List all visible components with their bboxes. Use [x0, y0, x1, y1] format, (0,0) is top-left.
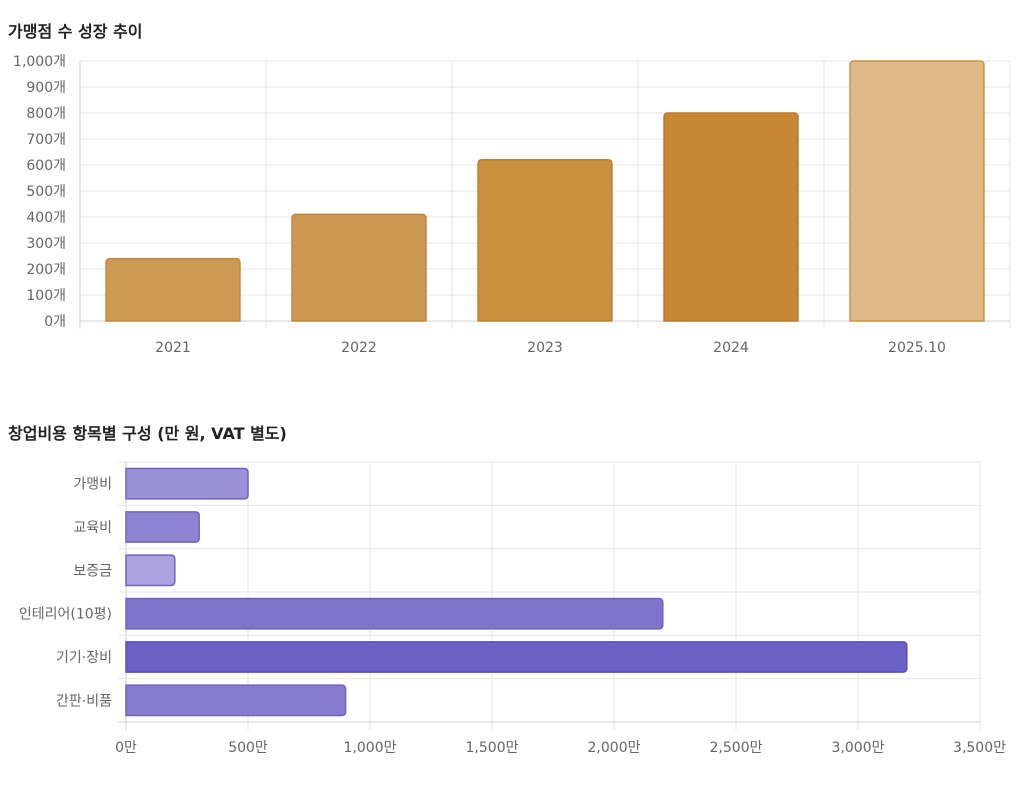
x-tick-label: 2,500만	[710, 740, 763, 756]
y-tick-label: 1,000개	[13, 54, 66, 70]
x-tick-label: 2,000만	[588, 740, 641, 756]
x-tick-label: 2025.10	[888, 340, 946, 356]
y-tick-label: 200개	[26, 262, 66, 278]
x-tick-label: 1,500만	[466, 740, 519, 756]
growth-bar-chart: 0개 100개 200개 300개 400개 500개 600개 700개 800개 900개 1,…	[13, 54, 1011, 356]
growth-chart-title: 가맹점 수 성장 추이	[8, 22, 143, 41]
y-tick-label: 500개	[26, 184, 66, 200]
x-tick-label: 2024	[713, 340, 749, 356]
x-tick-label: 0만	[115, 740, 137, 756]
y-tick-label: 900개	[26, 80, 66, 96]
y-tick-label: 기기·장비	[56, 650, 112, 666]
bar-인테리어(10평)	[125, 597, 664, 630]
bar-2023	[477, 159, 613, 322]
y-tick-label: 교육비	[73, 520, 112, 536]
y-tick-label: 간판·비품	[56, 693, 112, 709]
y-tick-label: 800개	[26, 106, 66, 122]
bar-2022	[291, 213, 427, 322]
x-tick-label: 2021	[155, 340, 191, 356]
x-tick-label: 3,000만	[832, 740, 885, 756]
y-tick-label: 300개	[26, 236, 66, 252]
x-tick-label: 2022	[341, 340, 377, 356]
bar-가맹비	[125, 467, 249, 500]
x-tick-label: 3,500만	[953, 740, 1006, 756]
y-tick-label: 0개	[44, 314, 66, 330]
x-tick-label: 1,000만	[344, 740, 397, 756]
bar-2025.10	[849, 60, 985, 322]
y-tick-label: 100개	[26, 288, 66, 304]
bar-2021	[105, 257, 241, 322]
bar-교육비	[125, 511, 200, 543]
y-tick-label: 600개	[26, 158, 66, 174]
y-tick-label: 400개	[26, 210, 66, 226]
cost-chart-title: 창업비용 항목별 구성 (만 원, VAT 별도)	[8, 424, 287, 443]
bar-보증금	[125, 554, 176, 587]
bar-간판·비품	[125, 684, 347, 717]
x-tick-label: 2023	[527, 340, 563, 356]
y-tick-label: 보증금	[73, 563, 112, 579]
y-tick-label: 가맹비	[73, 477, 112, 493]
y-tick-label: 인테리어(10평)	[19, 607, 112, 623]
x-tick-label: 500만	[228, 740, 268, 756]
bar-2024	[663, 112, 799, 322]
bar-기기·장비	[125, 641, 908, 673]
y-tick-label: 700개	[26, 132, 66, 148]
